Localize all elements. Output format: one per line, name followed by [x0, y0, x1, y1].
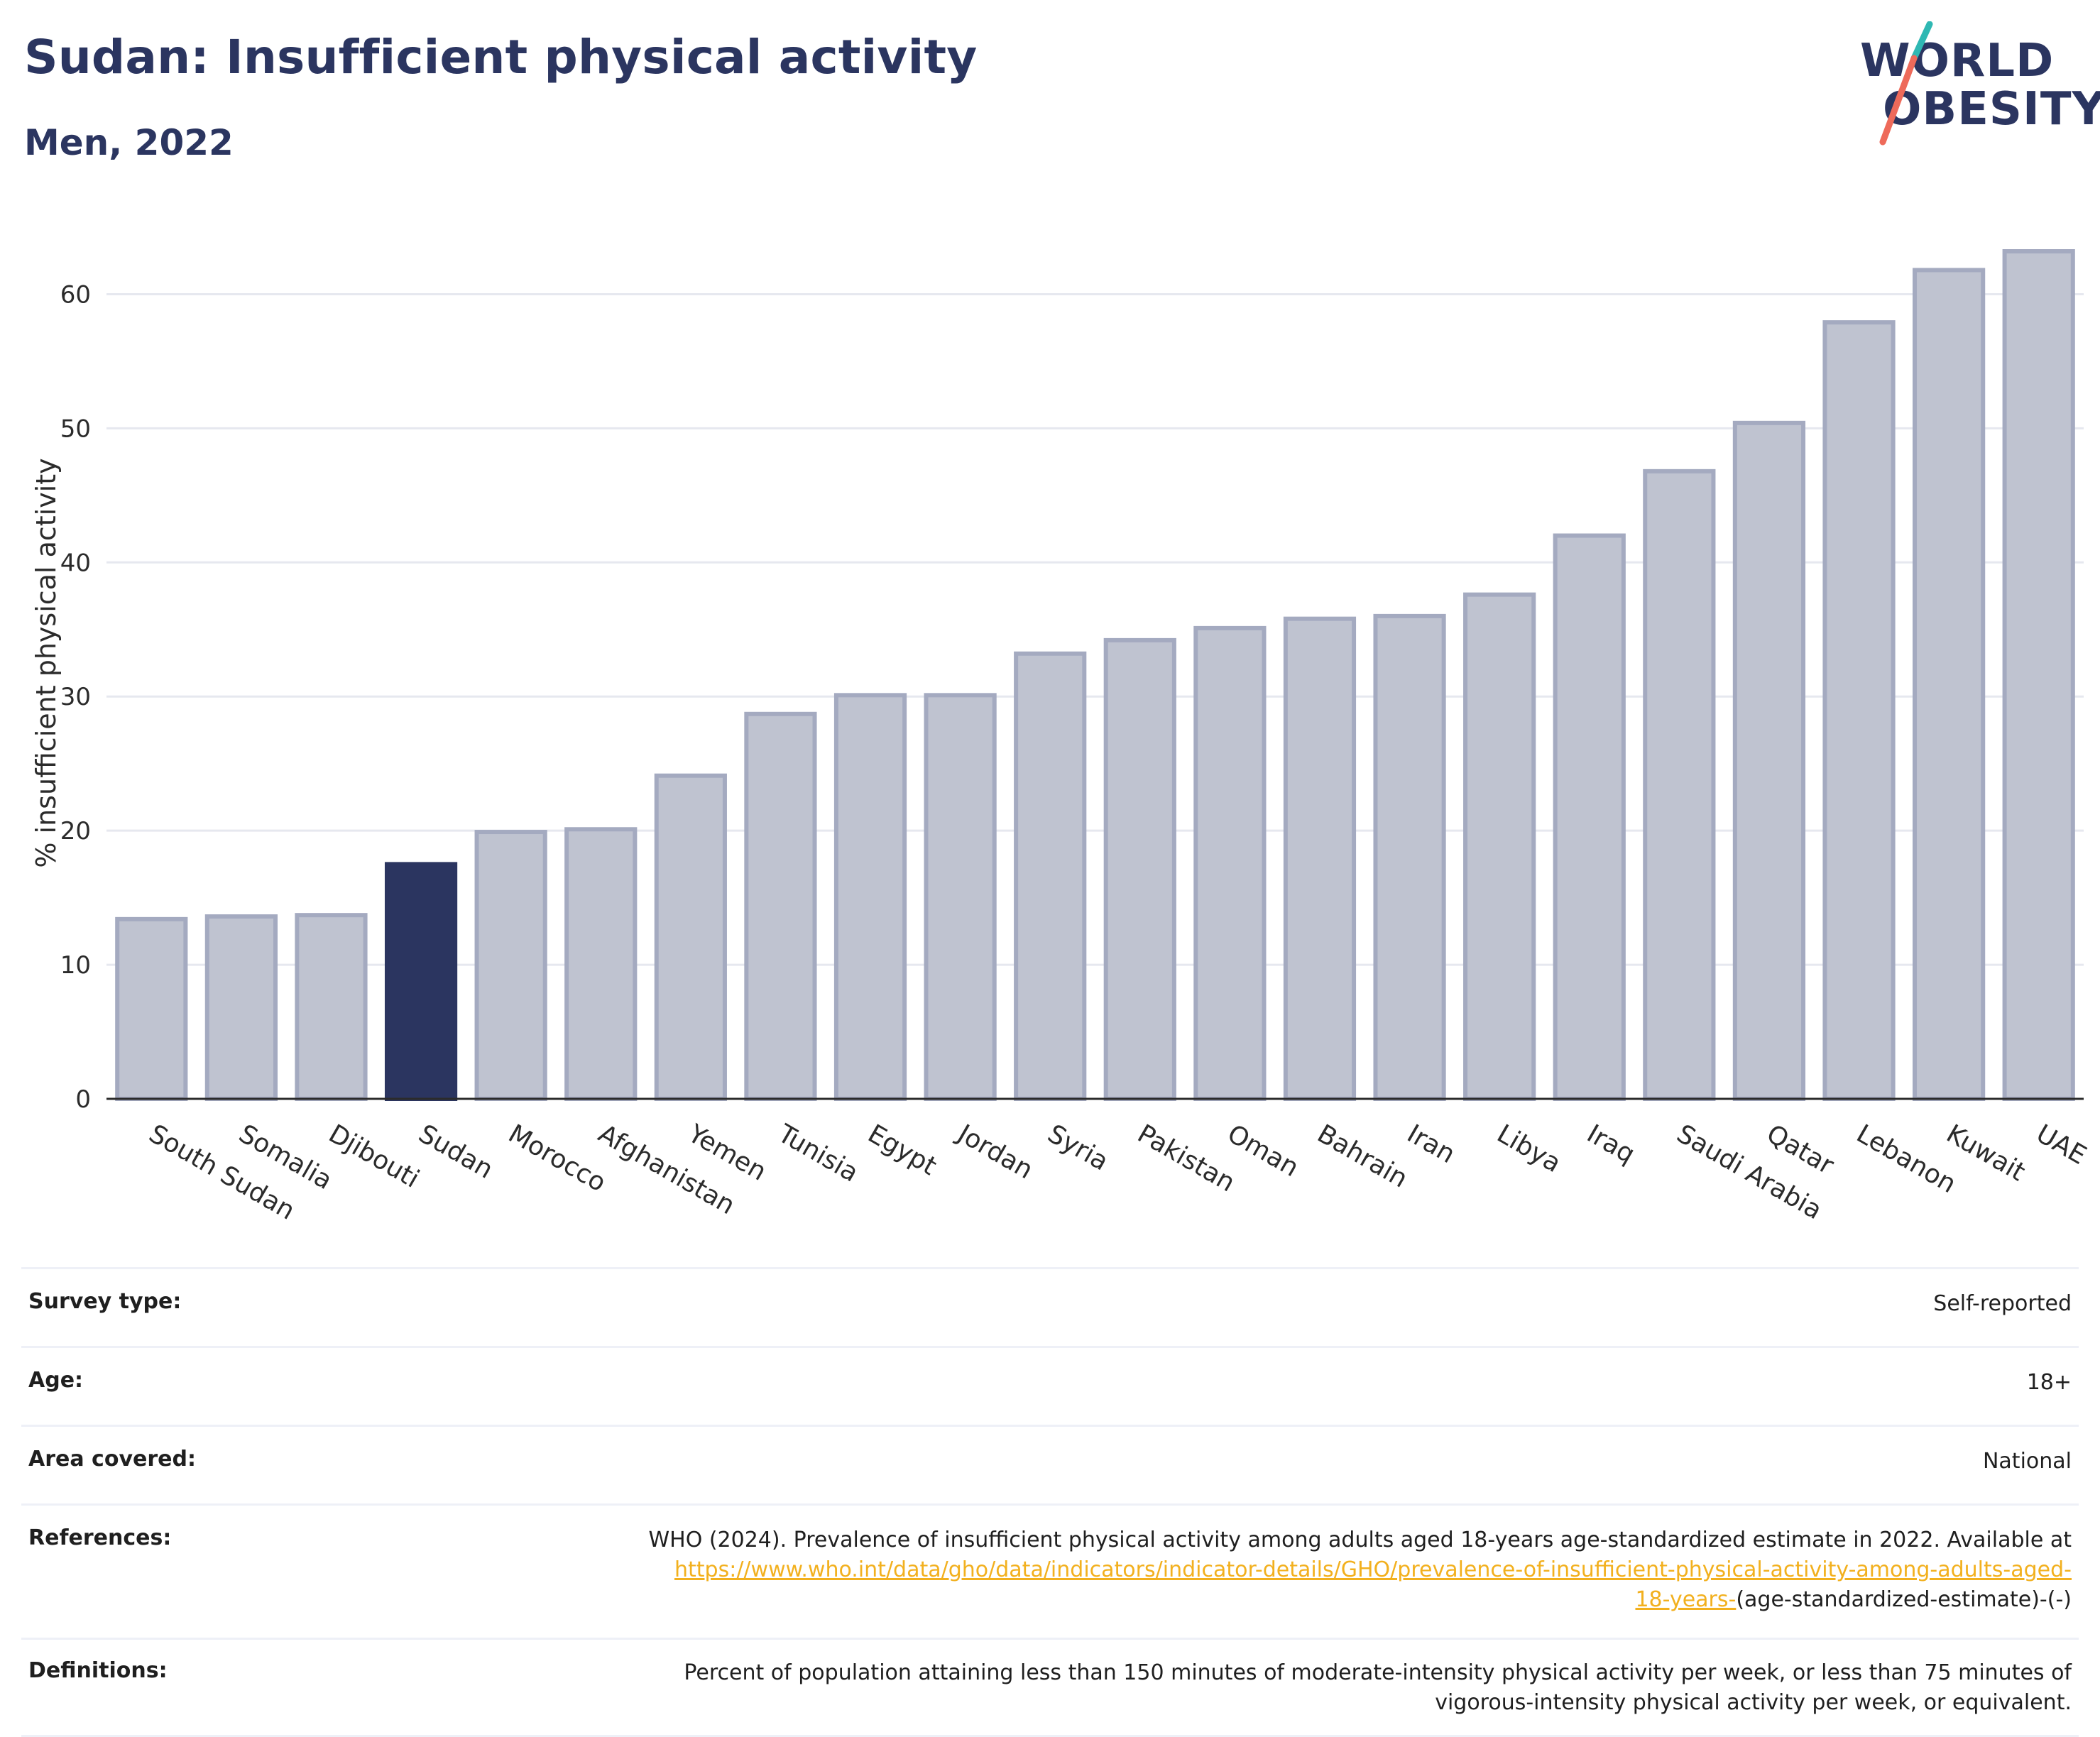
references-text: WHO (2024). Prevalence of insufficient p… — [648, 1528, 2072, 1552]
bar-saudi-arabia — [1643, 469, 1716, 1101]
x-tick-label: Egypt — [863, 1119, 941, 1181]
y-tick-label: 20 — [60, 817, 91, 845]
bar-afghanistan — [564, 827, 638, 1101]
info-table: Survey type: Self-reported Age: 18+ Area… — [21, 1267, 2079, 1737]
area-value: National — [405, 1425, 2079, 1505]
definitions-line-2: vigorous-intensity physical activity per… — [1435, 1690, 2072, 1715]
x-tick-label: Bahrain — [1312, 1119, 1412, 1194]
bar-kuwait — [1913, 268, 1986, 1101]
bar-pakistan — [1103, 637, 1176, 1101]
area-label: Area covered: — [21, 1425, 405, 1505]
x-tick-label: Lebanon — [1852, 1119, 1961, 1200]
x-tick-label: Iraq — [1582, 1119, 1639, 1170]
x-tick-label: Sudan — [414, 1119, 498, 1185]
y-tick-label: 50 — [60, 415, 91, 443]
survey-type-label: Survey type: — [21, 1267, 405, 1347]
x-tick-label: Iran — [1402, 1119, 1460, 1170]
x-tick-label: Pakistan — [1132, 1119, 1240, 1198]
bar-iran — [1373, 613, 1446, 1101]
x-tick-label: Morocco — [503, 1119, 611, 1198]
survey-type-value: Self-reported — [405, 1267, 2079, 1347]
references-value: WHO (2024). Prevalence of insufficient p… — [405, 1503, 2079, 1639]
bar-somalia — [204, 914, 278, 1102]
row-area: Area covered: National — [21, 1425, 2079, 1505]
logo-line-2: OBESITY — [1883, 83, 2100, 136]
y-tick-label: 40 — [60, 549, 91, 577]
bar-lebanon — [1822, 320, 1896, 1102]
row-definitions: Definitions: Percent of population attai… — [21, 1638, 2079, 1737]
x-tick-label: Djibouti — [324, 1119, 424, 1194]
logo-slash-icon — [1879, 21, 1933, 146]
bar-jordan — [924, 693, 997, 1101]
y-tick-label: 60 — [60, 280, 91, 309]
bar-south-sudan — [115, 916, 188, 1101]
references-label: References: — [21, 1503, 405, 1639]
bar-uae — [2002, 249, 2075, 1102]
bar-qatar — [1732, 420, 1806, 1101]
definitions-label: Definitions: — [21, 1638, 405, 1737]
x-tick-label: Jordan — [951, 1119, 1037, 1185]
world-obesity-logo: WORLD OBESITY — [1846, 21, 2100, 149]
definitions-value: Percent of population attaining less tha… — [405, 1638, 2079, 1737]
y-tick-label: 10 — [60, 951, 91, 980]
x-tick-label: Tunisia — [772, 1119, 863, 1188]
y-tick-label: 30 — [60, 683, 91, 711]
bar-syria — [1014, 651, 1087, 1101]
bar-iraq — [1553, 533, 1626, 1101]
chart-title: Sudan: Insufficient physical activity — [24, 30, 978, 84]
bar-djibouti — [295, 913, 368, 1102]
age-value: 18+ — [405, 1346, 2079, 1426]
bar-yemen — [654, 773, 727, 1101]
y-tick-label: 0 — [75, 1085, 91, 1114]
x-tick-label: UAE — [2031, 1119, 2091, 1171]
row-survey-type: Survey type: Self-reported — [21, 1267, 2079, 1347]
bar-sudan — [384, 862, 458, 1102]
age-label: Age: — [21, 1346, 405, 1426]
references-suffix: (age-standardized-estimate)-(-) — [1736, 1587, 2072, 1612]
chart-subtitle: Men, 2022 — [24, 122, 234, 163]
bar-libya — [1463, 592, 1536, 1101]
x-tick-label: Syria — [1043, 1119, 1113, 1177]
y-axis-label: % insufficient physical activity — [31, 458, 62, 867]
x-tick-label: Libya — [1492, 1119, 1566, 1179]
bar-oman — [1193, 625, 1267, 1101]
row-references: References: WHO (2024). Prevalence of in… — [21, 1503, 2079, 1639]
references-link-2[interactable]: 18-years- — [1635, 1587, 1737, 1612]
row-age: Age: 18+ — [21, 1346, 2079, 1426]
bar-egypt — [833, 693, 907, 1101]
references-link-1[interactable]: https://www.who.int/data/gho/data/indica… — [674, 1557, 2072, 1582]
bar-morocco — [474, 830, 547, 1101]
bar-bahrain — [1283, 616, 1357, 1101]
logo-line-1: WORLD — [1860, 35, 2055, 87]
bar-tunisia — [744, 711, 817, 1101]
definitions-line-1: Percent of population attaining less tha… — [684, 1660, 2072, 1685]
